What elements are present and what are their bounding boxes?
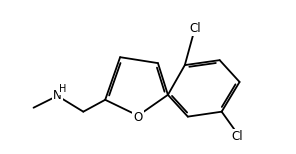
Text: N: N [53, 89, 62, 102]
Text: Cl: Cl [232, 130, 243, 143]
Text: Cl: Cl [189, 22, 201, 35]
Text: H: H [59, 84, 66, 94]
Text: O: O [133, 111, 143, 124]
